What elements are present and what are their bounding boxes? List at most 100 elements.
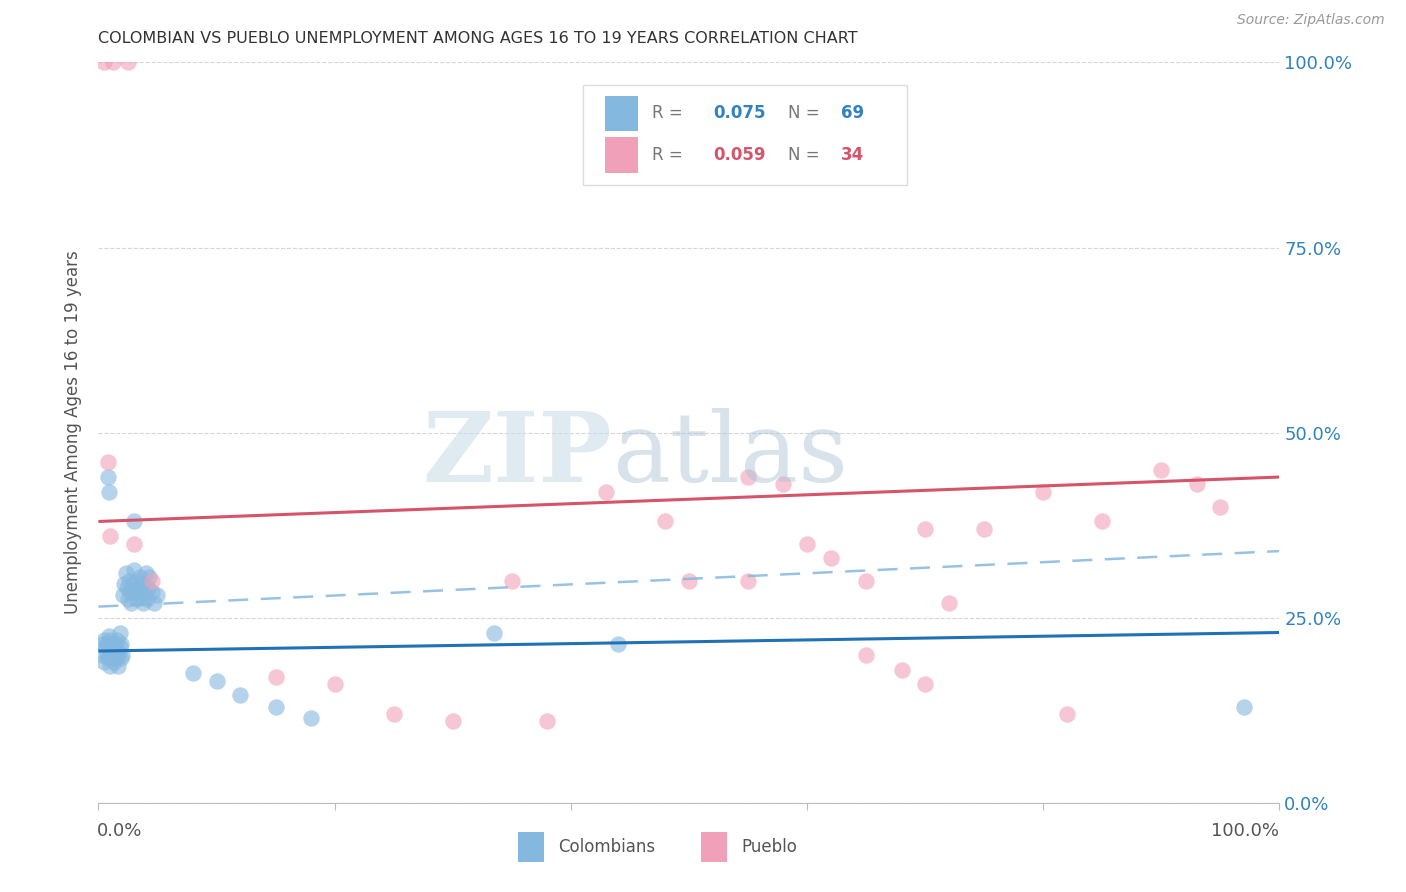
Point	[110, 637, 132, 651]
Point	[914, 522, 936, 536]
Point	[118, 574, 141, 588]
Point	[264, 670, 287, 684]
Point	[105, 632, 128, 647]
Point	[128, 581, 150, 595]
Point	[136, 581, 159, 595]
Point	[299, 711, 322, 725]
Text: COLOMBIAN VS PUEBLO UNEMPLOYMENT AMONG AGES 16 TO 19 YEARS CORRELATION CHART: COLOMBIAN VS PUEBLO UNEMPLOYMENT AMONG A…	[98, 31, 858, 46]
Point	[441, 714, 464, 729]
Point	[128, 570, 150, 584]
Point	[98, 632, 121, 647]
Point	[135, 592, 157, 607]
Bar	[605, 95, 638, 131]
Text: 0.0%: 0.0%	[97, 822, 142, 840]
Point	[654, 515, 676, 529]
Point	[141, 574, 163, 588]
Text: 100.0%: 100.0%	[1212, 822, 1279, 840]
Y-axis label: Unemployment Among Ages 16 to 19 years: Unemployment Among Ages 16 to 19 years	[65, 251, 83, 615]
Point	[134, 584, 156, 599]
Point	[103, 640, 125, 655]
Point	[181, 666, 204, 681]
Point	[678, 574, 700, 588]
Point	[120, 584, 142, 599]
Point	[737, 470, 759, 484]
Point	[97, 651, 120, 665]
Point	[482, 625, 505, 640]
Point	[98, 658, 121, 673]
Point	[100, 637, 122, 651]
Text: 0.059: 0.059	[714, 146, 766, 164]
Point	[97, 640, 120, 655]
Point	[855, 648, 877, 662]
Point	[141, 584, 163, 599]
Point	[91, 637, 114, 651]
Point	[607, 637, 630, 651]
Point	[138, 570, 160, 584]
Point	[105, 644, 128, 658]
Point	[112, 577, 135, 591]
Point	[98, 529, 121, 543]
Point	[501, 574, 523, 588]
Point	[101, 55, 124, 70]
Point	[1185, 477, 1208, 491]
Point	[820, 551, 842, 566]
Point	[117, 55, 139, 70]
Point	[229, 689, 252, 703]
Point	[105, 644, 128, 658]
Point	[101, 644, 124, 658]
Point	[382, 706, 405, 721]
Text: 69: 69	[841, 104, 865, 122]
Point	[772, 477, 794, 491]
Text: 34: 34	[841, 146, 865, 164]
Point	[914, 677, 936, 691]
Text: N =: N =	[789, 104, 825, 122]
Point	[125, 574, 148, 588]
Point	[132, 596, 155, 610]
Point	[112, 589, 135, 603]
Bar	[517, 832, 544, 862]
Text: ZIP: ZIP	[423, 408, 612, 502]
Text: R =: R =	[652, 146, 689, 164]
Point	[98, 484, 121, 499]
Point	[1209, 500, 1232, 514]
Point	[122, 515, 145, 529]
Point	[129, 589, 152, 603]
Point	[796, 536, 818, 550]
Point	[323, 677, 346, 691]
Point	[131, 577, 153, 591]
Point	[205, 673, 228, 688]
Point	[135, 566, 157, 581]
Point	[97, 455, 120, 469]
Text: atlas: atlas	[612, 408, 848, 502]
Point	[142, 596, 165, 610]
Point	[107, 658, 129, 673]
Point	[110, 651, 132, 665]
Point	[93, 632, 115, 647]
Point	[117, 592, 139, 607]
Point	[105, 651, 128, 665]
Text: Pueblo: Pueblo	[741, 838, 797, 856]
Point	[91, 648, 114, 662]
Point	[100, 648, 122, 662]
Text: N =: N =	[789, 146, 825, 164]
Point	[101, 651, 124, 665]
Point	[114, 566, 136, 581]
Point	[94, 640, 117, 655]
Point	[104, 648, 127, 662]
Point	[97, 470, 120, 484]
Point	[737, 574, 759, 588]
Point	[96, 648, 118, 662]
Text: Colombians: Colombians	[558, 838, 655, 856]
Point	[107, 648, 129, 662]
Point	[122, 563, 145, 577]
Point	[973, 522, 995, 536]
Point	[111, 648, 134, 662]
Point	[890, 663, 912, 677]
Point	[108, 625, 131, 640]
Point	[146, 589, 169, 603]
Point	[1032, 484, 1054, 499]
Point	[108, 640, 131, 655]
Point	[264, 699, 287, 714]
Point	[93, 55, 115, 70]
Point	[122, 536, 145, 550]
